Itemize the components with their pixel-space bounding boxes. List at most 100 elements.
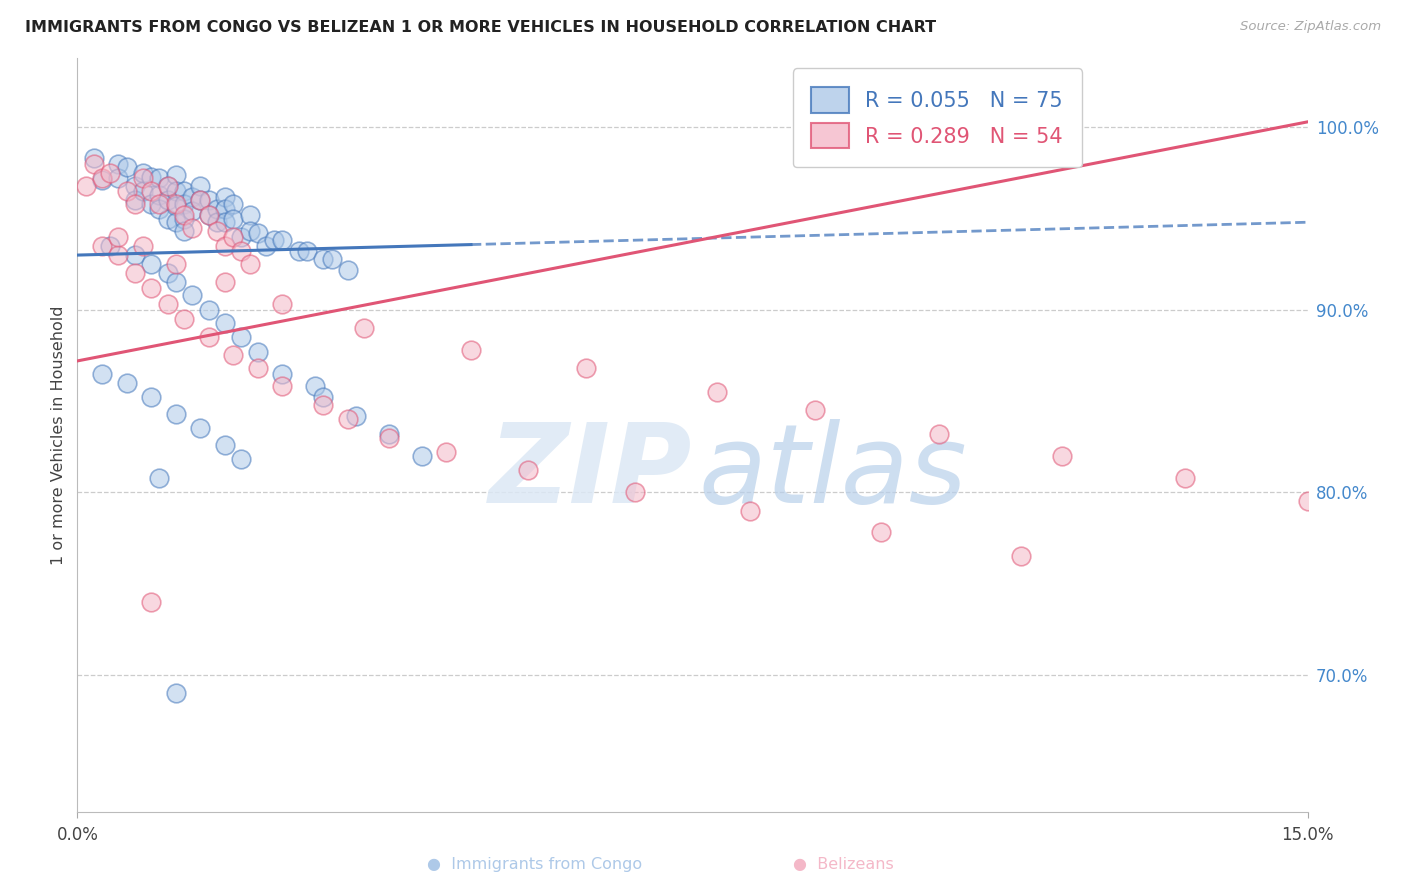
Point [312, 391, 335, 405]
Point [148, 202, 170, 217]
Point [624, 485, 647, 500]
Point [337, 412, 360, 426]
Point [214, 189, 236, 203]
Text: Source: ZipAtlas.com: Source: ZipAtlas.com [1240, 20, 1381, 33]
Y-axis label: 1 or more Vehicles in Household: 1 or more Vehicles in Household [51, 305, 66, 565]
Point [148, 471, 170, 485]
Point [141, 184, 163, 198]
Point [214, 316, 236, 330]
Point [246, 361, 269, 376]
Point [304, 379, 326, 393]
Point [271, 379, 294, 393]
Point [98, 166, 121, 180]
Legend: R = 0.055   N = 75, R = 0.289   N = 54: R = 0.055 N = 75, R = 0.289 N = 54 [793, 69, 1081, 167]
Point [148, 171, 170, 186]
Point [107, 171, 129, 186]
Point [197, 302, 219, 317]
Point [115, 161, 138, 175]
Point [312, 398, 335, 412]
Point [124, 194, 146, 208]
Text: atlas: atlas [699, 419, 967, 526]
Point [173, 184, 195, 198]
Point [271, 297, 294, 311]
Point [271, 367, 294, 381]
Point [231, 244, 253, 259]
Point [312, 252, 335, 266]
Point [706, 384, 728, 399]
Point [156, 194, 179, 208]
Point [173, 211, 195, 226]
Point [436, 445, 458, 459]
Point [337, 262, 360, 277]
Point [239, 224, 262, 238]
Point [231, 230, 253, 244]
Point [411, 449, 433, 463]
Point [246, 226, 269, 240]
Point [181, 204, 204, 219]
Point [173, 208, 195, 222]
Point [205, 224, 228, 238]
Text: ●  Belizeans: ● Belizeans [793, 857, 894, 872]
Point [188, 194, 212, 208]
Point [156, 297, 179, 311]
Point [1050, 449, 1073, 463]
Point [214, 239, 236, 253]
Point [288, 244, 311, 259]
Point [231, 452, 253, 467]
Point [124, 197, 146, 211]
Point [141, 391, 163, 405]
Point [1296, 494, 1319, 508]
Point [90, 367, 114, 381]
Point [197, 194, 219, 208]
Point [141, 197, 163, 211]
Point [214, 202, 236, 217]
Text: ●  Immigrants from Congo: ● Immigrants from Congo [426, 857, 643, 872]
Point [239, 208, 262, 222]
Point [132, 239, 155, 253]
Point [181, 220, 204, 235]
Point [517, 463, 540, 477]
Point [141, 257, 163, 271]
Point [141, 595, 163, 609]
Point [141, 169, 163, 184]
Point [271, 234, 294, 248]
Point [295, 244, 318, 259]
Point [83, 152, 105, 166]
Point [870, 525, 893, 540]
Point [148, 197, 170, 211]
Point [263, 234, 285, 248]
Point [214, 438, 236, 452]
Point [165, 407, 187, 421]
Point [197, 208, 219, 222]
Point [205, 202, 228, 217]
Point [738, 503, 761, 517]
Point [132, 184, 155, 198]
Point [75, 178, 97, 193]
Point [575, 361, 598, 376]
Point [90, 173, 114, 187]
Point [239, 257, 262, 271]
Point [124, 178, 146, 193]
Point [107, 248, 129, 262]
Point [181, 189, 204, 203]
Point [107, 230, 129, 244]
Point [222, 230, 245, 244]
Text: ZIP: ZIP [489, 419, 693, 526]
Point [460, 343, 482, 357]
Point [132, 166, 155, 180]
Point [165, 184, 187, 198]
Point [378, 426, 401, 441]
Point [115, 376, 138, 390]
Point [90, 171, 114, 186]
Point [124, 266, 146, 280]
Point [173, 224, 195, 238]
Point [188, 178, 212, 193]
Point [378, 431, 401, 445]
Point [214, 276, 236, 290]
Point [231, 330, 253, 344]
Point [222, 197, 245, 211]
Point [165, 257, 187, 271]
Point [83, 157, 105, 171]
Point [98, 239, 121, 253]
Point [173, 312, 195, 326]
